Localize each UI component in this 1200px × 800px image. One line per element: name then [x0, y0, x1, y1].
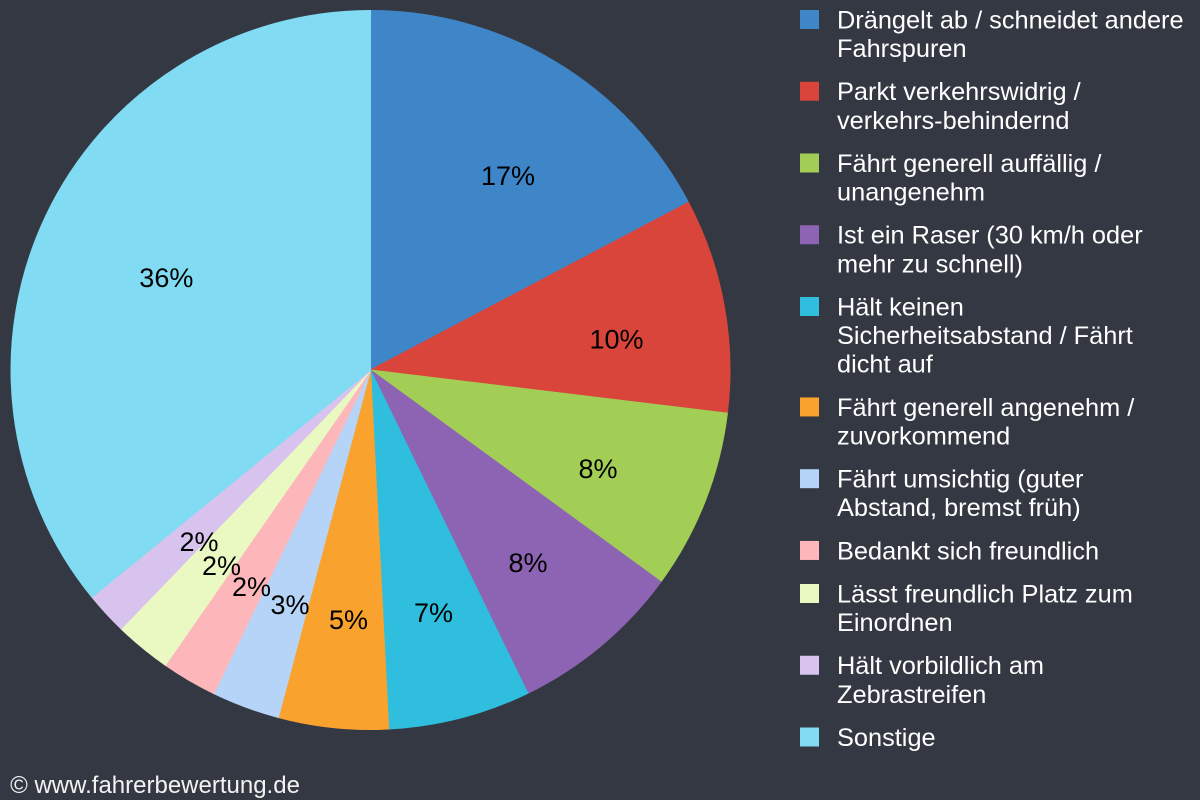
- svg-text:7%: 7%: [414, 598, 453, 628]
- svg-text:8%: 8%: [509, 548, 548, 578]
- svg-text:Parkt verkehrswidrig /verkehrs: Parkt verkehrswidrig / verkehrs-behindern…: [837, 78, 1082, 135]
- svg-text:3%: 3%: [271, 590, 310, 620]
- svg-text:Bedankt sich freundlich: Bedankt sich freundlich: [837, 537, 1099, 565]
- svg-text:5%: 5%: [329, 605, 368, 635]
- svg-text:17%: 17%: [481, 161, 535, 191]
- svg-text:2%: 2%: [232, 572, 271, 602]
- svg-text:© www.fahrerbewertung.de: © www.fahrerbewertung.de: [10, 772, 300, 799]
- svg-text:2%: 2%: [180, 527, 219, 557]
- svg-text:36%: 36%: [139, 263, 193, 293]
- svg-text:2%: 2%: [202, 551, 241, 581]
- svg-text:8%: 8%: [579, 454, 618, 484]
- svg-text:Sonstige: Sonstige: [837, 724, 936, 752]
- svg-text:10%: 10%: [590, 325, 644, 355]
